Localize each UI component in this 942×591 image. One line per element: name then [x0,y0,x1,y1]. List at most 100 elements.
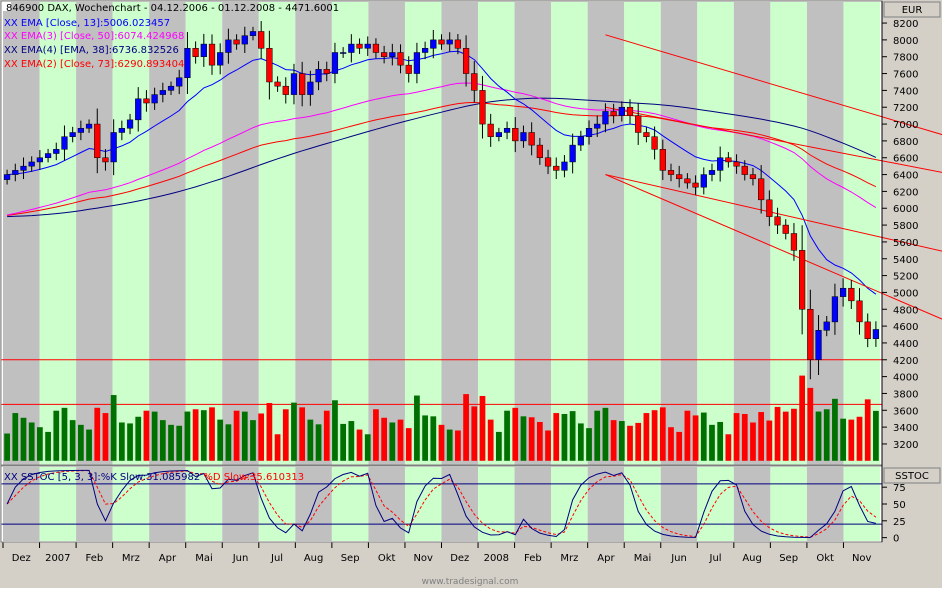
volume-bars [4,375,879,461]
y-tick-label: 5600 [893,238,918,249]
volume-bar [873,410,879,461]
candle-body [110,132,117,163]
band-price-14 [514,2,552,465]
y-tick-label: 6000 [893,204,918,215]
volume-bar [389,422,396,461]
candle-body [594,123,601,129]
y-tick-label: 6400 [893,171,918,182]
volume-bar [438,424,445,461]
volume-bar [241,411,248,461]
volume-bar [496,431,502,461]
candle-body [717,157,724,171]
volume-bar [356,429,363,461]
volume-bar [94,407,101,461]
candle-body [462,48,470,74]
band-stoch-15 [551,467,588,541]
candle-body [102,157,109,163]
volume-bar [676,431,683,461]
y-tick-label: 4200 [893,356,918,367]
x-tick-label: Nov [413,553,433,564]
candle-body [774,216,781,226]
candle-body [831,296,839,323]
volume-bar [487,419,494,461]
volume-bar [159,420,166,461]
candle-body [3,174,11,180]
volume-bar [848,419,855,461]
trendline-3 [605,174,942,320]
volume-bar [37,427,43,461]
candle-body [167,85,175,91]
candle-body [430,39,437,49]
x-tick-label: Aug [304,553,324,564]
volume-bar [463,394,469,461]
stoch-panel-label: SSTOC [895,471,929,482]
candle-body [118,128,125,133]
y-tick-label: 7800 [893,53,918,64]
band-price-1 [39,2,77,465]
x-tick-label: Mai [634,553,652,564]
legend-ema73: XX EMA(2) [Close, 73]:6290.893404 [4,59,184,70]
candle-body [364,43,371,49]
candle-body [610,111,617,116]
volume-bar [20,417,27,461]
candle-body [241,35,248,45]
y-tick-label: 6800 [893,137,918,148]
candle-body [602,111,609,125]
band-price-16 [587,2,625,465]
volume-bar [758,412,765,461]
volume-bar [61,407,68,461]
candle-body [282,85,289,95]
candle-body [61,136,68,150]
volume-bar [200,410,207,461]
candle-body [438,39,445,45]
band-price-10 [368,2,405,465]
candle-body [348,43,355,53]
volume-bar [741,413,748,461]
volume-bar [225,424,232,461]
candle-body [495,132,502,137]
y-tick-label: 4000 [893,373,918,384]
candle-body [815,330,822,361]
volume-bar [176,425,183,461]
currency-box [883,1,941,18]
legend-ema38: XX EMA(4) [EMA, 38]:6736.832526 [4,45,179,56]
legend-ema50: XX EMA(3) [Close, 50]:6074.424968 [4,31,184,42]
volume-bar [307,419,314,461]
volume-bar [815,411,822,461]
candle-body [340,52,347,54]
candle-body [208,43,216,66]
candle-body [397,52,404,66]
volume-bar [282,409,289,461]
candle-body [577,136,584,146]
band-stoch-0 [3,467,40,541]
candle-body [413,52,421,74]
band-stoch-12 [441,467,479,541]
volume-bar [791,408,797,461]
band-price-0 [3,2,40,465]
x-tick-label: Sep [341,553,360,564]
candle-body [856,300,863,323]
band-price-11 [404,2,442,465]
candle-body [749,174,757,180]
volume-bar [471,406,478,461]
band-stoch-21 [770,467,807,541]
x-tick-label: Dez [450,553,469,564]
volume-bar [12,413,19,461]
volume-bar [569,411,576,461]
volume-bar [733,413,740,461]
volume-bar [717,421,724,461]
volume-bar [340,423,347,461]
y-tick-label: 5800 [893,221,918,232]
x-tick-label: Mrz [122,553,140,564]
volume-bar [659,407,666,461]
stoch-tick-label: 0 [893,534,899,545]
volume-bar [561,413,568,461]
volume-bar [455,430,461,461]
volume-bar [102,413,109,461]
vol-tick-label: 3600 [893,406,918,417]
candle-body [667,170,675,175]
band-price-12 [441,2,479,465]
candle-body [758,178,765,201]
volume-bar [69,420,76,461]
